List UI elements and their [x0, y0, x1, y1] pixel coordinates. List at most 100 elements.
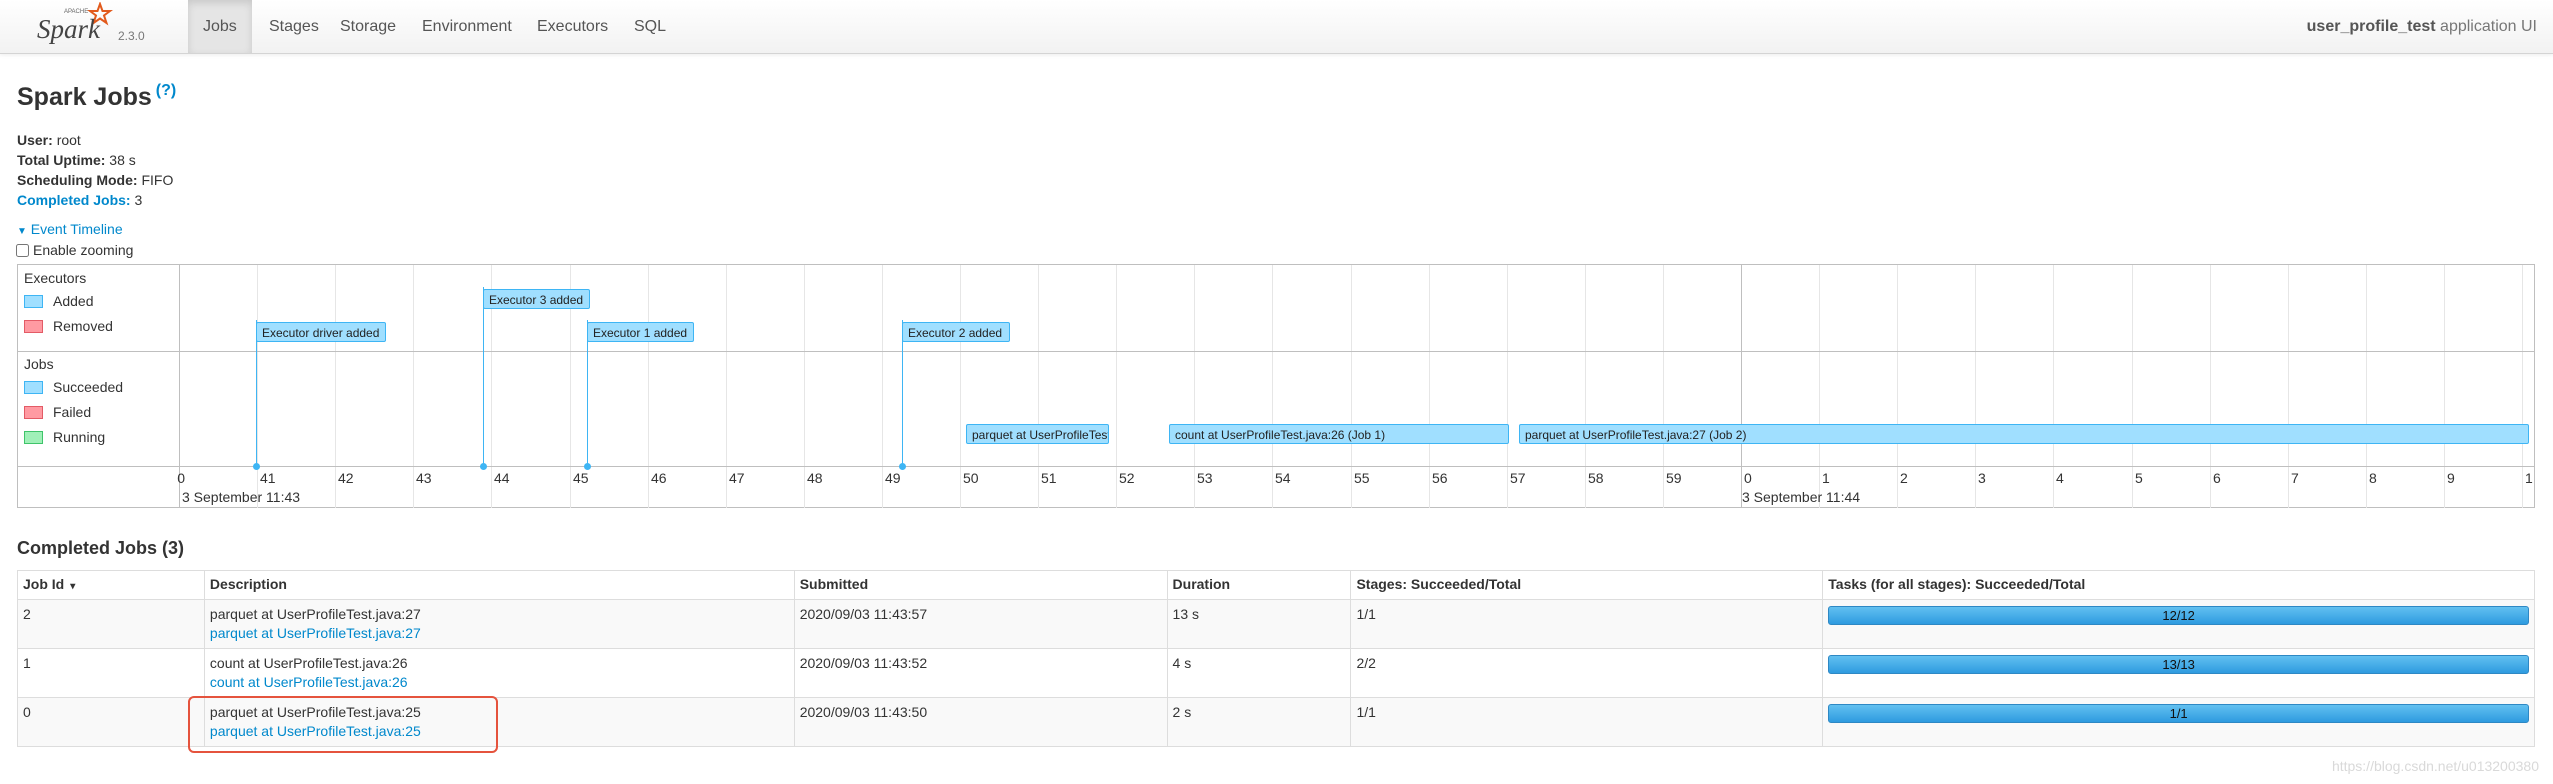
tab-stages[interactable]: Stages [269, 18, 319, 35]
executor-3-added[interactable]: Executor 3 added [483, 289, 590, 309]
timeline-grid-line [1975, 265, 1976, 508]
legend-succeeded-label: Succeeded [53, 379, 124, 395]
legend-running-label: Running [53, 429, 106, 445]
table-row: 1 count at UserProfileTest.java:26 count… [17, 648, 2535, 698]
executor-driver-line [256, 320, 257, 467]
sort-desc-icon[interactable]: ▾ [70, 581, 76, 592]
timeline-grid-line [1663, 265, 1664, 508]
executor-1-line [587, 320, 588, 467]
timeline-tick-label: 50 [963, 470, 979, 486]
mode-label: Scheduling Mode: [17, 172, 138, 188]
summary-mode: Scheduling Mode: FIFO [17, 170, 173, 190]
tab-executors[interactable]: Executors [537, 18, 609, 35]
timeline-grid-line [2522, 265, 2523, 508]
spark-version: 2.3.0 [118, 29, 145, 43]
job-detail-link[interactable]: parquet at UserProfileTest.java:25 [209, 723, 421, 739]
failed-swatch [24, 405, 43, 419]
timeline-tick-label: 44 [494, 470, 510, 486]
job-0-bar[interactable]: parquet at UserProfileTest.java:25 (Job … [966, 424, 1109, 444]
timeline-tick-label: 8 [2369, 470, 2377, 486]
tasks-cell: 12/12 [1822, 599, 2535, 649]
executor-driver-dot [253, 463, 260, 470]
completed-jobs-link[interactable]: Completed Jobs: [17, 192, 131, 208]
timeline-grid-line [2444, 265, 2445, 508]
job-detail-link[interactable]: parquet at UserProfileTest.java:27 [209, 625, 421, 641]
description-cell: parquet at UserProfileTest.java:27 parqu… [203, 599, 795, 649]
timeline-tick-label: 6 [2213, 470, 2221, 486]
page-title-text: Spark Jobs [17, 83, 152, 111]
duration-cell: 13 s [1166, 599, 1352, 649]
completed-jobs-table: Job Id ▾ Description Submitted Duration S… [17, 570, 2535, 747]
event-timeline-toggle[interactable]: ▼ Event Timeline [17, 221, 123, 237]
timeline-grid-line [2288, 265, 2289, 508]
removed-swatch [24, 319, 43, 333]
tasks-progress-bar: 1/1 [1828, 704, 2529, 723]
timeline-tick-label: 2 [1900, 470, 1908, 486]
tab-environment[interactable]: Environment [422, 18, 512, 35]
timeline-group-separator [18, 351, 2534, 352]
mode-value: FIFO [141, 172, 174, 188]
col-description[interactable]: Description [203, 570, 795, 600]
table-header-row: Job Id ▾ Description Submitted Duration S… [17, 570, 2535, 600]
col-stages[interactable]: Stages: Succeeded/Total [1350, 570, 1824, 600]
tab-jobs[interactable]: Jobs [188, 0, 252, 53]
timeline-tick-label: 48 [807, 470, 823, 486]
timeline-grid-line [1351, 265, 1352, 508]
executor-1-added[interactable]: Executor 1 added [587, 322, 694, 342]
enable-zooming[interactable]: Enable zooming [16, 242, 133, 258]
col-submitted[interactable]: Submitted [793, 570, 1168, 600]
spark-logo[interactable]: APACHE Spark 2.3.0 [36, 2, 156, 50]
col-tasks[interactable]: Tasks (for all stages): Succeeded/Total [1822, 570, 2535, 600]
timeline-grid-line [2053, 265, 2054, 508]
job-detail-link[interactable]: count at UserProfileTest.java:26 [209, 674, 408, 690]
timeline-tick-label: 52 [1119, 470, 1135, 486]
executor-2-line [902, 320, 903, 467]
stages-cell: 1/1 [1350, 697, 1824, 747]
tab-sql[interactable]: SQL [634, 18, 667, 35]
timeline-grid-line [1116, 265, 1117, 508]
summary-uptime: Total Uptime: 38 s [17, 150, 173, 170]
timeline-tick-label: 57 [1510, 470, 1526, 486]
event-timeline[interactable]: Executors Added Removed Jobs Succeeded F… [17, 264, 2535, 508]
col-job-id[interactable]: Job Id ▾ [17, 570, 205, 600]
job-1-bar[interactable]: count at UserProfileTest.java:26 (Job 1) [1169, 424, 1509, 444]
timeline-tick-label: 9 [2447, 470, 2455, 486]
stages-cell: 2/2 [1350, 648, 1824, 698]
timeline-tick-label: 40 [177, 470, 185, 486]
timeline-grid-line [960, 265, 961, 508]
job-summary: User: root Total Uptime: 38 s Scheduling… [17, 130, 173, 210]
legend-removed-label: Removed [53, 318, 113, 334]
col-duration[interactable]: Duration [1166, 570, 1352, 600]
submitted-cell: 2020/09/03 11:43:52 [793, 648, 1168, 698]
enable-zooming-label: Enable zooming [33, 242, 134, 258]
timeline-axis-separator [18, 466, 2534, 467]
legend-failed-label: Failed [53, 404, 92, 420]
app-title: user_profile_test application UI [2307, 0, 2537, 53]
description-cell: count at UserProfileTest.java:26 count a… [203, 648, 795, 698]
timeline-tick-label: 45 [573, 470, 589, 486]
timeline-tick-label: 47 [729, 470, 745, 486]
timeline-grid-line [2366, 265, 2367, 508]
caret-down-icon: ▼ [17, 226, 27, 237]
timeline-tick-label: 41 [260, 470, 276, 486]
event-timeline-label: Event Timeline [30, 221, 123, 237]
stages-cell: 1/1 [1350, 599, 1824, 649]
timeline-tick-label: 55 [1354, 470, 1370, 486]
timeline-grid-line [1272, 265, 1273, 508]
executor-driver-added[interactable]: Executor driver added [256, 322, 386, 342]
succeeded-swatch [24, 380, 43, 394]
summary-completed: Completed Jobs: 3 [17, 190, 173, 210]
timeline-tick-label: 42 [338, 470, 354, 486]
timeline-grid-line [1429, 265, 1430, 508]
uptime-value: 38 s [109, 152, 136, 168]
job-2-bar[interactable]: parquet at UserProfileTest.java:27 (Job … [1519, 424, 2529, 444]
timeline-grid-line [726, 265, 727, 508]
timeline-grid-line [1507, 265, 1508, 508]
app-suffix: application UI [2440, 18, 2537, 35]
executor-2-added[interactable]: Executor 2 added [902, 322, 1010, 342]
timeline-tick-label: 59 [1666, 470, 1682, 486]
help-link[interactable]: (?) [155, 82, 177, 99]
enable-zooming-checkbox[interactable] [16, 243, 29, 257]
submitted-cell: 2020/09/03 11:43:50 [793, 697, 1168, 747]
tab-storage[interactable]: Storage [340, 18, 397, 35]
